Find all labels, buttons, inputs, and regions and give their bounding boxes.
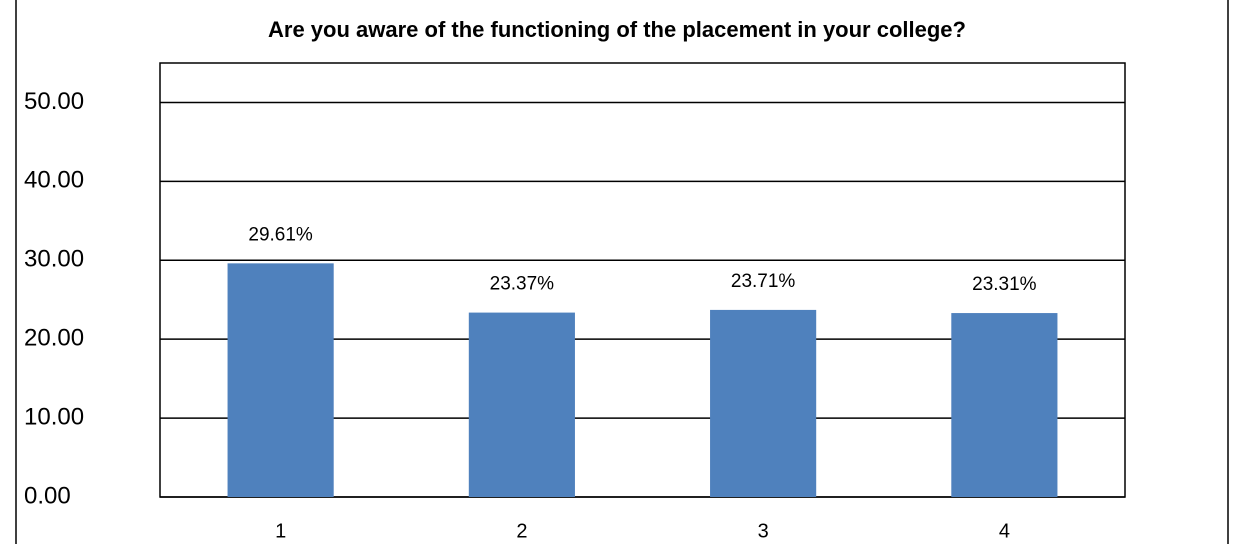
bar [468,312,575,497]
bar [710,309,817,497]
x-tick-label: 3 [758,520,769,542]
value-label: 23.37% [490,274,555,295]
x-tick-label: 4 [999,520,1010,542]
y-tick-label: 20.00 [24,325,84,352]
bar [951,313,1058,497]
y-tick-label: 10.00 [24,403,84,430]
chart-title: Are you aware of the functioning of the … [268,17,966,42]
y-tick-label: 0.00 [24,482,71,509]
value-label: 23.31% [972,274,1037,295]
bar [227,263,334,497]
value-label: 23.71% [731,271,796,292]
x-tick-label: 1 [275,520,286,542]
value-label: 29.61% [248,224,313,245]
y-tick-label: 30.00 [24,246,84,273]
y-tick-label: 40.00 [24,167,84,194]
x-tick-label: 2 [516,520,527,542]
y-tick-label: 50.00 [24,88,84,115]
